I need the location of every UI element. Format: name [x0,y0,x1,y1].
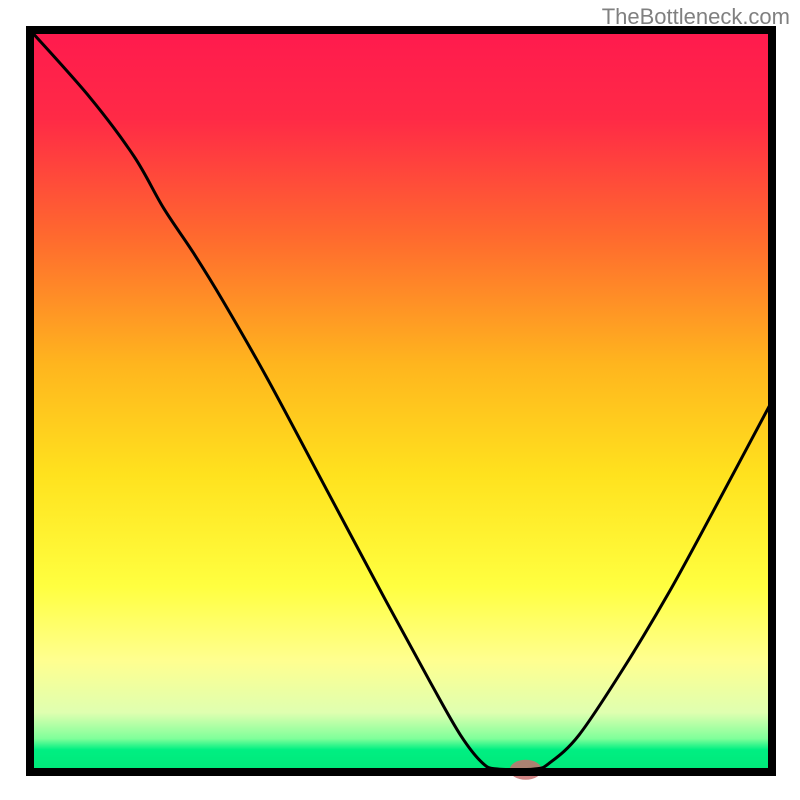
chart-svg [0,0,800,800]
watermark-text: TheBottleneck.com [602,4,790,30]
gradient-background [30,30,772,772]
bottleneck-chart [0,0,800,800]
